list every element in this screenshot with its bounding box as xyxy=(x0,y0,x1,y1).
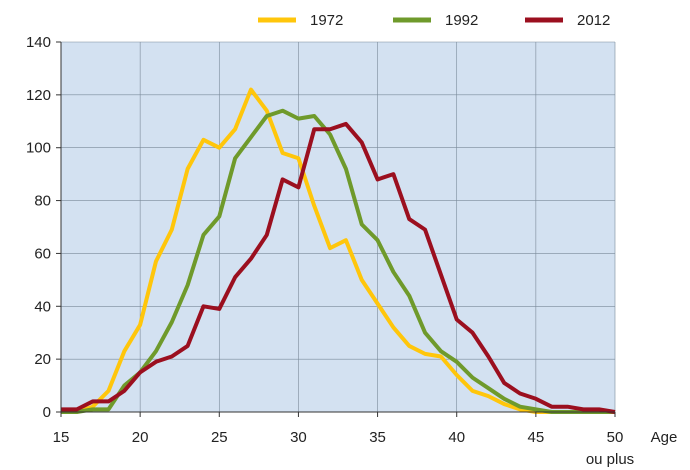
x-tick-label: 45 xyxy=(528,429,545,446)
y-tick-label: 120 xyxy=(26,87,51,104)
y-tick-label: 140 xyxy=(26,34,51,51)
y-tick-label: 40 xyxy=(34,298,51,315)
x-tick-label: 25 xyxy=(211,429,228,446)
legend-label-1972: 1972 xyxy=(310,12,343,29)
x-tick-label: 20 xyxy=(132,429,149,446)
y-tick-label: 60 xyxy=(34,245,51,262)
x-tick-label: 35 xyxy=(369,429,386,446)
series-line-1972 xyxy=(61,87,615,414)
x-tick-label: 15 xyxy=(53,429,70,446)
series-lines xyxy=(61,87,616,414)
series-line-2012 xyxy=(61,121,616,414)
y-tick-label: 80 xyxy=(34,193,51,210)
x-axis-label-sub: ou plus xyxy=(586,451,634,468)
x-tick-label: 30 xyxy=(290,429,307,446)
legend: 1972 1992 2012 xyxy=(258,12,610,29)
y-tick-label: 0 xyxy=(43,404,51,421)
y-tick-label: 20 xyxy=(34,351,51,368)
plot-area xyxy=(61,42,615,412)
axes xyxy=(56,41,616,417)
x-axis-label: Age xyxy=(651,429,678,446)
x-tick-label: 50 xyxy=(607,429,624,446)
x-tick-labels: 15 20 25 30 35 40 45 50 xyxy=(53,429,624,446)
x-tick-label: 40 xyxy=(448,429,465,446)
legend-label-2012: 2012 xyxy=(577,12,610,29)
series-line-1992 xyxy=(61,108,615,414)
legend-label-1992: 1992 xyxy=(445,12,478,29)
y-tick-label: 100 xyxy=(26,140,51,157)
y-tick-labels: 0 20 40 60 80 100 120 140 xyxy=(26,34,51,421)
